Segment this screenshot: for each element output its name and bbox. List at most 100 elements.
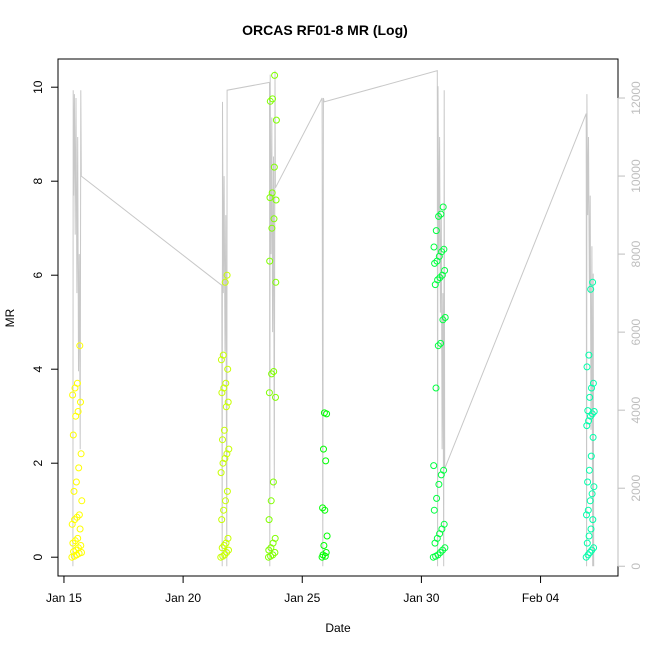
y-left-tick-label: 4 xyxy=(31,366,45,373)
mr-point xyxy=(217,356,225,364)
mr-point xyxy=(272,393,279,401)
mr-point xyxy=(434,342,442,350)
y-left-tick-label: 8 xyxy=(31,178,45,185)
mr-point xyxy=(322,549,330,556)
mr-point xyxy=(75,511,83,519)
mr-point xyxy=(588,490,596,498)
mr-point xyxy=(436,274,444,282)
mr-point xyxy=(322,457,330,465)
y-right-tick-label: 8000 xyxy=(629,240,643,267)
mr-point xyxy=(224,398,232,406)
mr-point xyxy=(437,210,445,218)
mr-point xyxy=(586,393,594,401)
mr-point xyxy=(269,95,276,103)
mr-point xyxy=(265,389,273,397)
mr-point xyxy=(434,551,442,559)
mr-point xyxy=(439,203,447,211)
mr-point xyxy=(218,544,226,552)
mr-point xyxy=(220,384,228,392)
mr-point xyxy=(430,243,438,251)
mr-point xyxy=(217,469,225,477)
mr-point xyxy=(76,342,84,350)
mr-point xyxy=(76,525,84,533)
mr-point xyxy=(69,539,77,547)
mr-point xyxy=(583,539,591,547)
y-right-tick-label: 12000 xyxy=(629,81,643,115)
y-left-tick-label: 6 xyxy=(31,272,45,279)
mr-point xyxy=(589,516,597,524)
mr-point xyxy=(77,398,84,406)
mr-point xyxy=(320,409,328,417)
mr-point xyxy=(225,445,233,453)
mr-point xyxy=(584,407,592,415)
mr-point xyxy=(430,506,438,514)
y-right-tick-label: 6000 xyxy=(629,318,643,345)
mr-point xyxy=(320,445,327,453)
mr-point xyxy=(272,116,280,124)
mr-point xyxy=(588,546,596,554)
y-axis-right: 0 2000 4000 6000 8000 10000 12000 xyxy=(617,81,643,570)
mr-point xyxy=(70,487,78,495)
mr-point xyxy=(583,511,590,519)
mr-point xyxy=(265,516,273,524)
mr-point xyxy=(222,539,230,547)
mr-point xyxy=(218,389,226,397)
mr-point xyxy=(440,245,448,253)
mr-point xyxy=(222,379,230,387)
mr-point xyxy=(223,271,231,279)
mr-point xyxy=(440,466,448,474)
mr-point xyxy=(221,455,229,462)
mr-point xyxy=(440,520,448,528)
mr-point xyxy=(269,478,277,486)
mr-point xyxy=(587,452,595,460)
mr-point xyxy=(220,426,228,434)
mr-point xyxy=(590,544,598,552)
mr-point xyxy=(74,408,82,415)
x-tick-label: Jan 25 xyxy=(284,591,320,605)
mr-point xyxy=(77,542,85,549)
mr-point xyxy=(268,189,276,197)
mr-point xyxy=(219,436,226,444)
mr-point xyxy=(219,351,227,359)
y-left-tick-label: 0 xyxy=(31,554,45,561)
mr-point xyxy=(73,379,81,387)
y-left-tick-label: 2 xyxy=(31,460,45,467)
mr-point xyxy=(69,391,77,399)
mr-point xyxy=(222,403,230,411)
mr-point xyxy=(585,532,593,540)
mr-point xyxy=(436,549,444,556)
mr-point xyxy=(435,480,443,488)
y-axis-left: 0 2 4 6 8 10 xyxy=(31,80,59,561)
y-axis-label: MR xyxy=(3,308,17,327)
mr-point xyxy=(320,542,328,549)
mr-point xyxy=(72,546,80,554)
mr-point xyxy=(587,525,595,533)
x-tick-label: Feb 04 xyxy=(522,591,560,605)
y-right-tick-label: 10000 xyxy=(629,159,643,193)
mr-point xyxy=(586,497,594,505)
mr-point xyxy=(220,506,228,514)
mr-point xyxy=(272,278,280,286)
y-right-tick-label: 0 xyxy=(629,563,643,570)
mr-point xyxy=(225,546,232,554)
x-tick-label: Jan 30 xyxy=(403,591,439,605)
mr-point xyxy=(77,450,85,458)
mr-point xyxy=(323,532,331,540)
mr-point xyxy=(433,494,441,502)
mr-point xyxy=(585,417,593,425)
mr-point xyxy=(223,487,231,495)
mr-point xyxy=(438,248,446,256)
mr-point xyxy=(75,464,83,472)
mr-point xyxy=(78,497,86,505)
mr-point xyxy=(74,544,82,552)
mr-point xyxy=(69,431,77,439)
mr-point xyxy=(439,546,447,554)
mr-point xyxy=(73,513,81,521)
mr-point xyxy=(71,537,79,545)
mr-point xyxy=(432,384,440,392)
mr-point xyxy=(270,215,278,223)
mr-point xyxy=(266,97,274,105)
mr-point xyxy=(221,278,229,286)
